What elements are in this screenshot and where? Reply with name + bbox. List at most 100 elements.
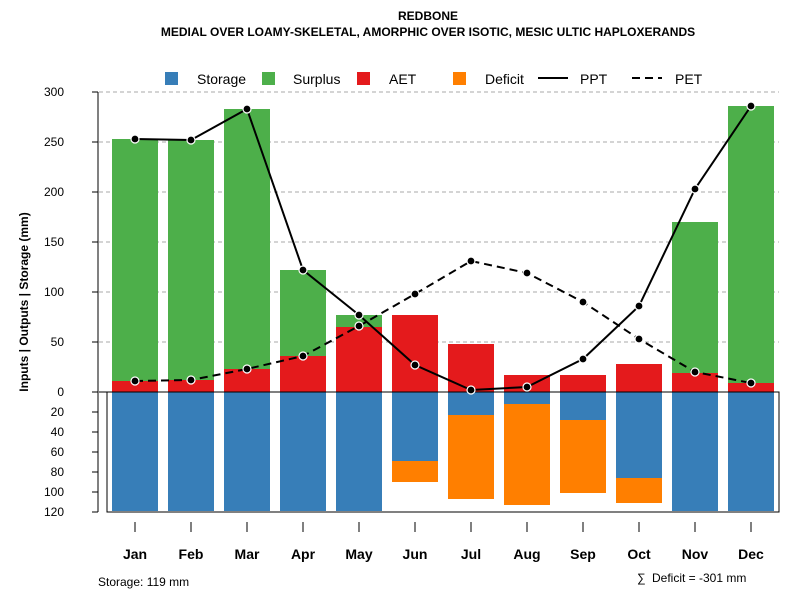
bar-storage-oct [616,392,662,478]
bar-aet-nov [672,373,718,392]
bar-storage-sep [560,392,606,420]
legend-label-ppt: PPT [580,71,608,87]
y-tick-label-200: 200 [44,185,64,199]
y-tick-label-0: 0 [57,385,64,399]
chart-title: REDBONE [398,9,458,23]
point-ppt-feb [186,135,196,145]
bar-aet-mar [224,369,270,392]
y-tick-label-250: 250 [44,135,64,149]
bar-surplus-jan [112,139,158,381]
point-ppt-oct [634,301,644,311]
point-ppt-apr [298,265,308,275]
point-ppt-mar [242,104,252,114]
bars-bottom [112,392,774,511]
bar-deficit-oct [616,478,662,503]
point-pet-mar [242,364,252,374]
series-lines [130,101,756,395]
legend-swatch-surplus [262,72,275,85]
bar-storage-aug [504,392,550,404]
bar-aet-sep [560,375,606,392]
bar-deficit-jun [392,461,438,482]
line-pet [134,259,752,384]
x-tick-label-aug: Aug [513,546,540,562]
x-tick-label-oct: Oct [627,546,651,562]
x-tick-label-jun: Jun [403,546,428,562]
bar-surplus-apr [280,270,326,356]
bar-storage-nov [672,392,718,511]
y-tick-label-150: 150 [44,235,64,249]
x-tick-label-nov: Nov [682,546,709,562]
bar-aet-apr [280,356,326,392]
deficit-sum-symbol: ∑ [637,571,646,585]
point-pet-aug [522,268,532,278]
point-pet-jan [130,376,140,386]
bar-storage-feb [168,392,214,511]
y-tick-label-b60: 60 [51,445,65,459]
x-tick-label-dec: Dec [738,546,764,562]
point-pet-jun [410,289,420,299]
x-tick-label-feb: Feb [179,546,204,562]
storage-note: Storage: 119 mm [98,575,189,589]
legend: Storage Surplus AET Deficit PPT PET [165,71,703,87]
x-tick-label-jul: Jul [461,546,481,562]
y-tick-label-50: 50 [51,335,65,349]
bars-top [112,106,774,392]
legend-label-surplus: Surplus [293,71,340,87]
y-tick-label-300: 300 [44,85,64,99]
bar-storage-jul [448,392,494,415]
legend-label-aet: AET [389,71,417,87]
point-ppt-aug [522,382,532,392]
bar-storage-may [336,392,382,511]
bar-storage-mar [224,392,270,511]
point-pet-dec [746,378,756,388]
point-pet-feb [186,375,196,385]
y-tick-label-b100: 100 [44,485,64,499]
line-ppt [134,105,752,392]
y-tick-label-b120: 120 [44,505,64,519]
y-tick-label-b40: 40 [51,425,65,439]
y-tick-label-100: 100 [44,285,64,299]
deficit-note: Deficit = -301 mm [652,571,746,585]
bar-storage-apr [280,392,326,511]
legend-swatch-aet [357,72,370,85]
point-pet-sep [578,297,588,307]
bar-deficit-aug [504,404,550,505]
bar-storage-jan [112,392,158,511]
bar-aet-jul [448,344,494,392]
bar-surplus-nov [672,222,718,373]
x-tick-label-may: May [345,546,372,562]
x-tick-label-mar: Mar [235,546,260,562]
axes: 0 50 100 150 200 250 300 20 40 60 80 100 120 [44,85,780,519]
bar-surplus-feb [168,140,214,380]
legend-label-pet: PET [675,71,703,87]
bar-surplus-dec [728,106,774,383]
legend-swatch-deficit [453,72,466,85]
point-ppt-jun [410,360,420,370]
bar-aet-may [336,327,382,392]
legend-label-deficit: Deficit [485,71,524,87]
point-pet-may [354,321,364,331]
bar-deficit-jul [448,415,494,499]
bar-surplus-mar [224,109,270,369]
bar-aet-feb [168,380,214,392]
x-axis-ticks: Jan Feb Mar Apr May Jun Jul Aug Sep Oct Nov Dec [123,522,764,562]
y-axis-label: Inputs | Outputs | Storage (mm) [17,212,31,391]
bar-deficit-sep [560,420,606,493]
bar-storage-jun [392,392,438,461]
point-ppt-jan [130,134,140,144]
x-tick-label-jan: Jan [123,546,147,562]
lower-frame [106,391,780,513]
point-pet-oct [634,334,644,344]
point-ppt-jul [466,385,476,395]
x-tick-label-sep: Sep [570,546,596,562]
point-ppt-sep [578,354,588,364]
point-pet-jul [466,256,476,266]
y-tick-label-b20: 20 [51,405,65,419]
x-tick-label-apr: Apr [291,546,316,562]
point-pet-nov [690,367,700,377]
point-ppt-dec [746,101,756,111]
point-ppt-may [354,310,364,320]
legend-label-storage: Storage [197,71,246,87]
bar-storage-dec [728,392,774,511]
